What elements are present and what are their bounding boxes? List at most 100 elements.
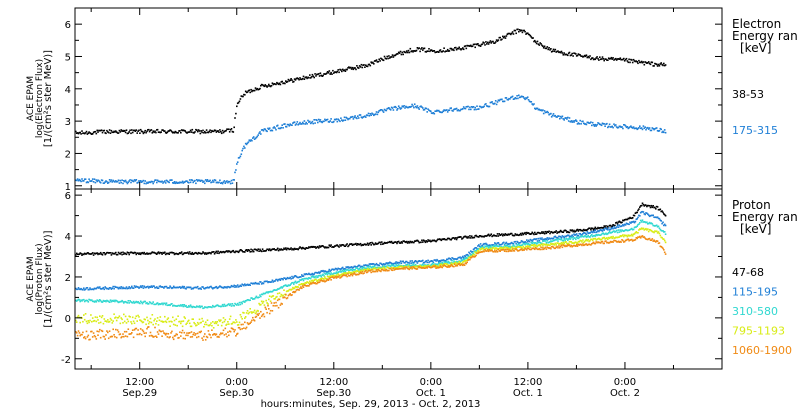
data-point (589, 236, 591, 238)
data-point (253, 298, 256, 300)
data-point (111, 181, 114, 183)
data-point (332, 276, 334, 278)
data-point (216, 321, 219, 323)
data-point (623, 223, 626, 226)
data-point (284, 82, 286, 85)
data-point (85, 287, 88, 289)
data-point (564, 229, 566, 232)
data-point (303, 284, 306, 286)
data-point (502, 241, 505, 244)
data-point (260, 281, 262, 283)
data-point (172, 287, 174, 289)
data-point (272, 281, 275, 283)
data-point (483, 250, 485, 253)
data-point (280, 293, 283, 296)
data-point (399, 242, 402, 244)
data-point (167, 317, 170, 319)
data-point (643, 63, 646, 66)
data-point (108, 252, 111, 254)
y-axis-label-electron: ACE EPAM (26, 76, 36, 121)
data-point (562, 235, 565, 238)
data-point (455, 261, 458, 263)
data-point (220, 251, 223, 254)
data-point (651, 61, 654, 64)
data-point (326, 275, 329, 278)
data-point (139, 132, 141, 134)
data-point (85, 299, 88, 302)
data-point (247, 284, 250, 286)
data-point (566, 235, 568, 237)
data-point (85, 181, 88, 184)
data-point (236, 250, 239, 253)
data-point (76, 253, 79, 256)
data-point (285, 247, 287, 249)
data-point (587, 232, 589, 235)
data-point (270, 291, 273, 293)
data-point (208, 130, 210, 133)
data-point (479, 105, 482, 108)
data-point (220, 305, 222, 308)
data-point (576, 234, 579, 237)
data-point (194, 323, 196, 325)
data-point (146, 130, 148, 133)
data-point (239, 314, 242, 316)
data-point (579, 228, 581, 231)
data-point (91, 133, 94, 135)
data-point (219, 333, 221, 336)
data-point (449, 258, 452, 260)
data-point (638, 127, 640, 129)
data-point (323, 246, 325, 248)
data-point (422, 241, 424, 243)
data-point (472, 252, 475, 255)
data-point (183, 181, 186, 183)
data-point (454, 237, 457, 239)
data-point (517, 28, 519, 31)
data-point (124, 179, 127, 182)
data-point (123, 129, 126, 132)
data-point (633, 221, 636, 224)
data-point (204, 179, 207, 181)
data-point (639, 228, 642, 231)
data-point (411, 268, 413, 270)
data-point (277, 288, 280, 290)
data-point (420, 265, 422, 268)
data-point (473, 43, 476, 46)
data-point (459, 256, 461, 258)
data-point (93, 252, 96, 255)
data-point (623, 240, 626, 243)
data-point (536, 107, 539, 110)
data-point (390, 56, 393, 58)
data-point (427, 108, 429, 110)
data-point (413, 265, 415, 268)
data-point (269, 300, 272, 302)
data-point (651, 238, 654, 240)
data-point (177, 304, 179, 307)
data-point (386, 266, 388, 268)
data-point (538, 244, 541, 246)
data-point (196, 253, 199, 255)
data-point (488, 41, 491, 44)
data-point (615, 230, 617, 233)
data-point (217, 130, 219, 132)
data-point (281, 303, 283, 305)
data-point (304, 76, 307, 79)
data-point (663, 213, 665, 215)
data-point (244, 301, 246, 303)
data-point (270, 296, 273, 298)
data-point (437, 238, 439, 241)
data-point (95, 301, 98, 303)
data-point (94, 287, 97, 290)
data-point (520, 244, 523, 246)
data-point (605, 123, 607, 125)
data-point (155, 179, 157, 181)
data-point (659, 228, 662, 231)
data-point (110, 319, 113, 321)
data-point (483, 236, 485, 238)
data-point (354, 67, 356, 69)
data-point (171, 251, 173, 254)
data-point (86, 336, 89, 338)
data-point (641, 202, 644, 205)
y-tick-label-electron: 3 (65, 117, 71, 128)
data-point (641, 228, 644, 230)
data-point (118, 182, 121, 184)
